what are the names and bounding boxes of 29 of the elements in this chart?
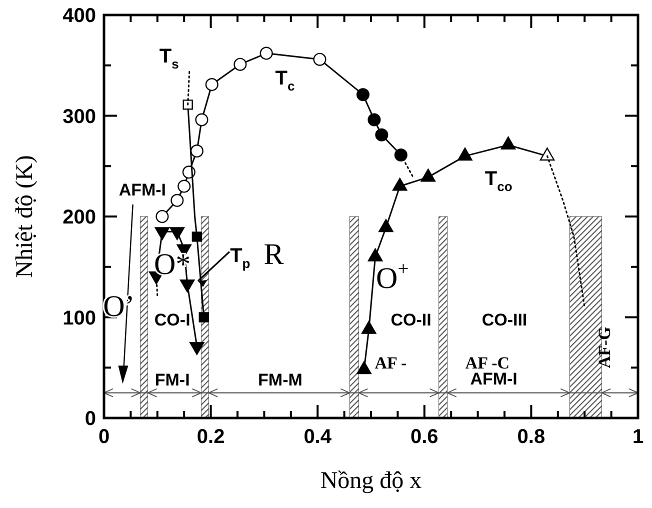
y-tick-label: 100 bbox=[62, 307, 96, 330]
x-tick-label: 1 bbox=[632, 426, 644, 448]
y-axis-title: Nhiệt độ (K) bbox=[12, 155, 38, 278]
annotation: R bbox=[264, 238, 284, 271]
annotation: AF -C bbox=[465, 354, 510, 373]
annotation: O$^{+}$ bbox=[376, 258, 409, 295]
y-tick-label: 200 bbox=[62, 206, 96, 228]
x-axis-title: Nồng độ x bbox=[320, 468, 422, 494]
x-tick-label: 0.8 bbox=[517, 426, 546, 448]
y-tick-label: 300 bbox=[62, 106, 96, 128]
annotation: CO-II bbox=[390, 310, 432, 330]
annotation: T$_{c}$ bbox=[275, 68, 295, 94]
annotation: T$_{co}$ bbox=[484, 168, 512, 194]
y-tick-label: 400 bbox=[62, 5, 96, 27]
y-tick-label: 0 bbox=[84, 408, 96, 430]
x-tick-label: 0 bbox=[98, 426, 110, 448]
annotation: FM-I bbox=[154, 371, 190, 390]
x-tick-label: 0.2 bbox=[196, 426, 225, 448]
annotation: T$_{p}$ bbox=[230, 245, 250, 271]
annotation: CO-I bbox=[154, 310, 190, 330]
annotation: AFM-I bbox=[118, 180, 166, 200]
annotation: CO-III bbox=[482, 310, 528, 330]
annotation: AFM-I bbox=[470, 370, 518, 390]
annotation: FM-M bbox=[258, 371, 302, 390]
annotation: T$_{s}$ bbox=[159, 46, 179, 72]
x-tick-label: 0.6 bbox=[410, 426, 438, 448]
annotation: AF - bbox=[374, 354, 408, 373]
x-tick-label: 0.4 bbox=[304, 426, 332, 448]
annotation: AF-G bbox=[594, 326, 614, 368]
